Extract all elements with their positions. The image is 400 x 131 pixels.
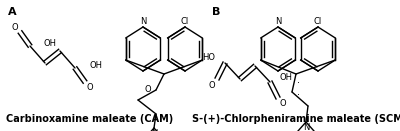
Text: N: N bbox=[275, 17, 281, 26]
Text: O: O bbox=[87, 83, 93, 91]
Text: B: B bbox=[212, 7, 220, 17]
Text: A: A bbox=[8, 7, 17, 17]
Text: S-(+)-Chlorpheniramine maleate (SCM): S-(+)-Chlorpheniramine maleate (SCM) bbox=[192, 114, 400, 124]
Text: O: O bbox=[12, 23, 18, 31]
Text: O: O bbox=[209, 81, 215, 89]
Text: Cl: Cl bbox=[314, 17, 322, 26]
Text: Carbinoxamine maleate (CAM): Carbinoxamine maleate (CAM) bbox=[6, 114, 174, 124]
Text: OH: OH bbox=[280, 72, 292, 81]
Text: OH: OH bbox=[89, 61, 102, 70]
Text: N: N bbox=[303, 122, 309, 131]
Text: OH: OH bbox=[44, 39, 57, 48]
Text: ·
·: · · bbox=[296, 78, 300, 100]
Text: N: N bbox=[151, 129, 157, 131]
Text: HO: HO bbox=[202, 53, 216, 62]
Text: N: N bbox=[140, 17, 146, 26]
Text: O: O bbox=[145, 86, 151, 94]
Text: Cl: Cl bbox=[181, 17, 189, 26]
Text: O: O bbox=[280, 100, 286, 108]
